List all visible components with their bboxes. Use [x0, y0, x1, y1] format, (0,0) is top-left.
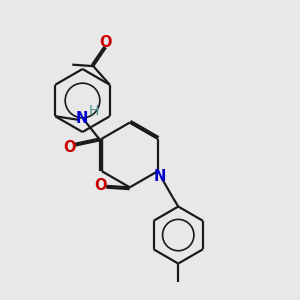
Text: N: N	[154, 169, 167, 184]
Text: O: O	[63, 140, 76, 154]
Text: N: N	[75, 111, 88, 126]
Text: O: O	[95, 178, 107, 193]
Text: O: O	[100, 34, 112, 50]
Text: H: H	[89, 104, 99, 118]
